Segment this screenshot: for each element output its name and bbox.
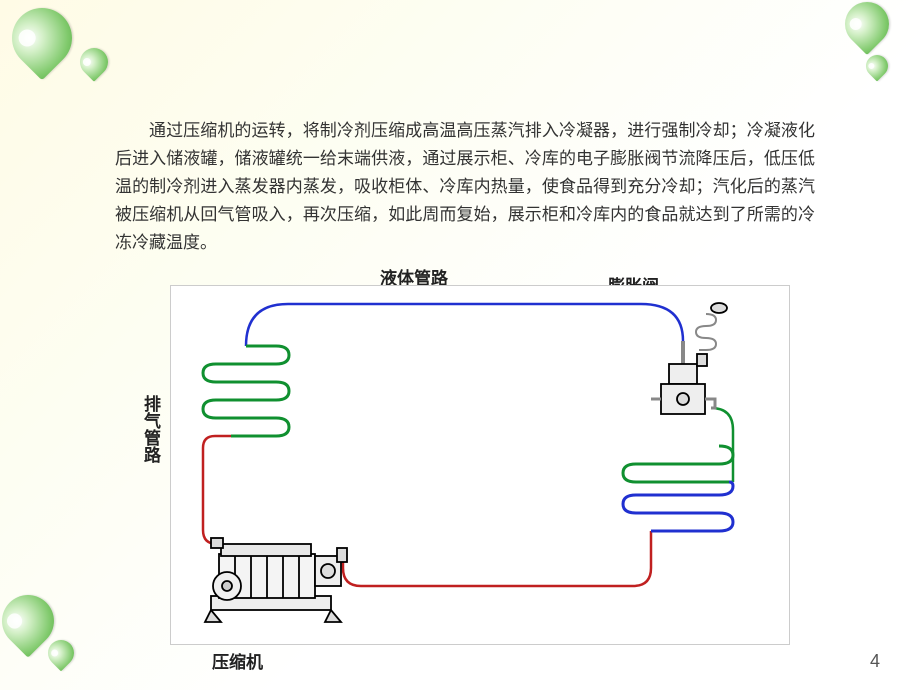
evaporator-coil-icon — [623, 446, 733, 531]
suction-line-pipe — [343, 531, 651, 586]
condenser-coil-icon — [203, 346, 289, 436]
refrigeration-cycle-diagram — [170, 285, 790, 645]
diagram-svg — [171, 286, 791, 646]
water-droplet-icon — [74, 42, 114, 82]
label-compressor: 压缩机 — [212, 648, 263, 673]
description-paragraph: 通过压缩机的运转，将制冷剂压缩成高温高压蒸汽排入冷凝器，进行强制冷却；冷凝液化后… — [115, 117, 815, 257]
water-droplet-icon — [836, 0, 898, 55]
page-number: 4 — [870, 651, 880, 672]
label-discharge-line: 排气管路 — [138, 395, 163, 463]
liquid-line-pipe — [246, 304, 683, 346]
discharge-line-pipe — [203, 436, 231, 544]
water-droplet-icon — [861, 50, 892, 81]
water-droplet-icon — [43, 635, 80, 672]
water-droplet-icon — [0, 0, 84, 80]
compressor-icon — [205, 538, 347, 622]
expansion-valve-icon — [651, 303, 727, 414]
